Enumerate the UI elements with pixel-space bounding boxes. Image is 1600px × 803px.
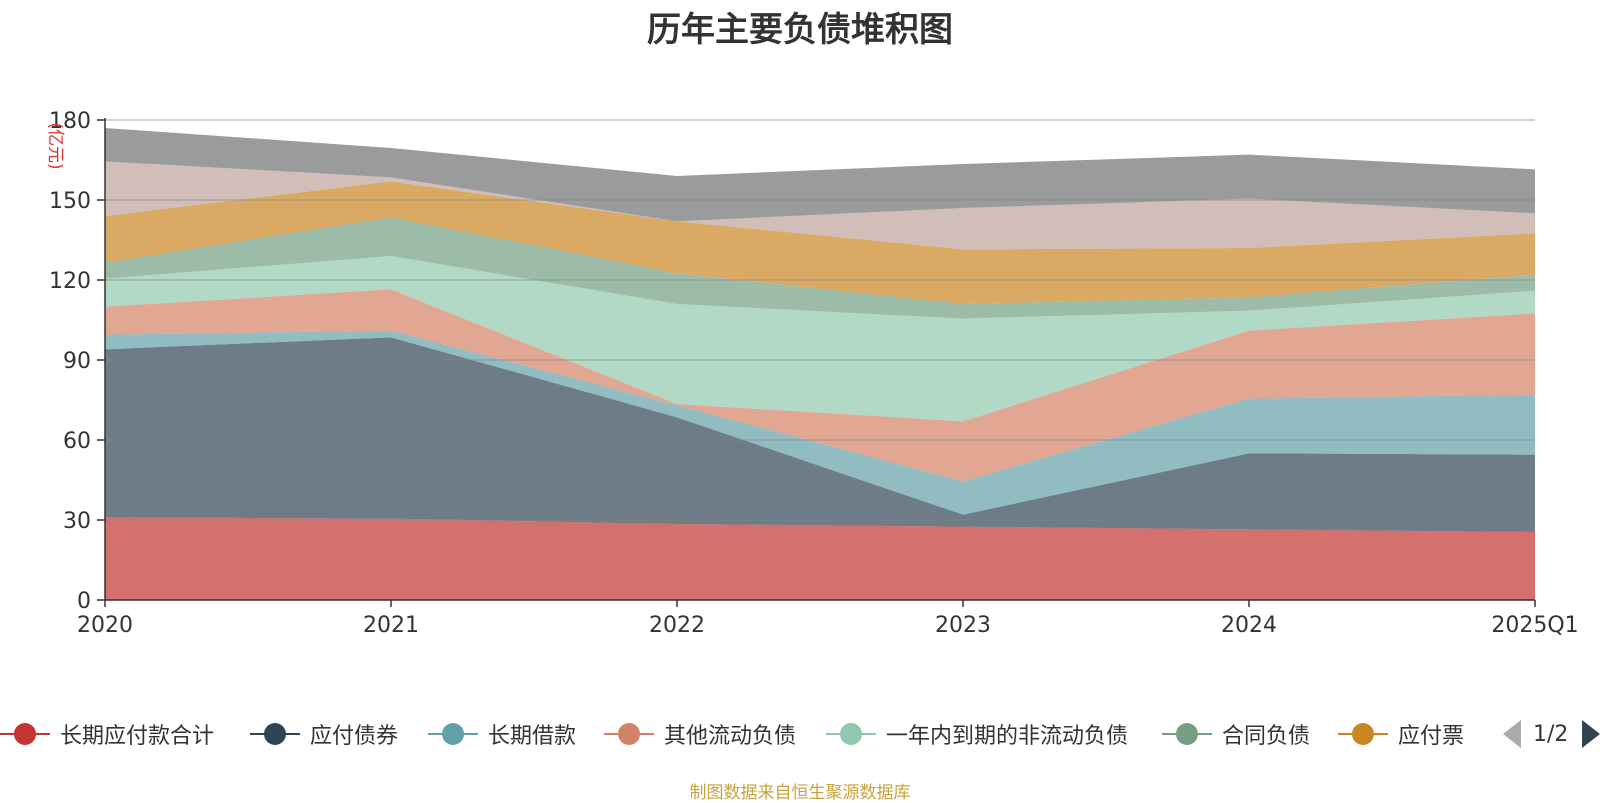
- area-series-6: [105, 181, 1535, 304]
- legend-item-long-term-loans[interactable]: 长期借款: [428, 716, 576, 752]
- legend-label: 其他流动负债: [664, 724, 797, 749]
- legend-prev-page-icon[interactable]: [1503, 720, 1521, 748]
- area-series-4: [105, 256, 1535, 422]
- x-tick-label-5: 2025Q1: [1491, 613, 1578, 638]
- x-tick-label-3: 2023: [935, 613, 991, 638]
- legend-dot-icon: [618, 723, 640, 745]
- y-tick-label-2: 60: [63, 429, 91, 454]
- y-tick-label-6: 180: [49, 109, 91, 134]
- legend-label: 长期应付款合计: [60, 724, 215, 749]
- chart-title: 历年主要负债堆积图: [647, 10, 953, 50]
- y-tick-label-1: 30: [63, 509, 91, 534]
- legend-item-long-term-payables[interactable]: 长期应付款合计: [0, 716, 214, 752]
- area-series-3: [105, 289, 1535, 482]
- legend-page-indicator: 1/2: [1533, 721, 1569, 747]
- data-source-note: 制图数据来自恒生聚源数据库: [689, 783, 911, 803]
- y-tick-label-4: 120: [49, 269, 91, 294]
- legend-item-notes-payable[interactable]: 应付票: [1338, 716, 1464, 752]
- x-tick-label-2: 2022: [649, 613, 705, 638]
- legend: 长期应付款合计 应付债券 长期借款 其他流动负债 一年内到期的非流动负债 合同负…: [0, 716, 1600, 752]
- legend-next-page-icon[interactable]: [1582, 720, 1600, 748]
- legend-dot-icon: [264, 723, 286, 745]
- area-series-1: [105, 337, 1535, 532]
- legend-dot-icon: [14, 723, 36, 745]
- legend-item-current-portion-noncurrent[interactable]: 一年内到期的非流动负债: [826, 716, 1128, 752]
- legend-pager: 1/2: [1503, 716, 1600, 752]
- legend-item-other-current-liabilities[interactable]: 其他流动负债: [604, 716, 796, 752]
- legend-label: 一年内到期的非流动负债: [886, 724, 1129, 749]
- legend-dot-icon: [1352, 723, 1374, 745]
- area-series-7: [105, 161, 1535, 250]
- area-series-8: [105, 128, 1535, 222]
- legend-dot-icon: [840, 723, 862, 745]
- legend-label: 应付债券: [310, 724, 399, 749]
- legend-item-bonds-payable[interactable]: 应付债券: [250, 716, 398, 752]
- legend-label: 合同负债: [1222, 724, 1311, 749]
- legend-label: 长期借款: [488, 724, 577, 749]
- legend-dot-icon: [1176, 723, 1198, 745]
- legend-dot-icon: [442, 723, 464, 745]
- x-tick-label-4: 2024: [1221, 613, 1277, 638]
- area-series-0: [105, 517, 1535, 600]
- legend-label: 应付票: [1398, 724, 1465, 749]
- x-tick-label-1: 2021: [363, 613, 419, 638]
- area-series-5: [105, 217, 1535, 319]
- legend-item-contract-liabilities[interactable]: 合同负债: [1162, 716, 1310, 752]
- y-tick-label-3: 90: [63, 349, 91, 374]
- x-tick-label-0: 2020: [77, 613, 133, 638]
- y-tick-label-5: 150: [49, 189, 91, 214]
- area-series-2: [105, 330, 1535, 515]
- y-axis-unit-label: (亿元): [45, 122, 65, 169]
- y-tick-label-0: 0: [77, 589, 91, 614]
